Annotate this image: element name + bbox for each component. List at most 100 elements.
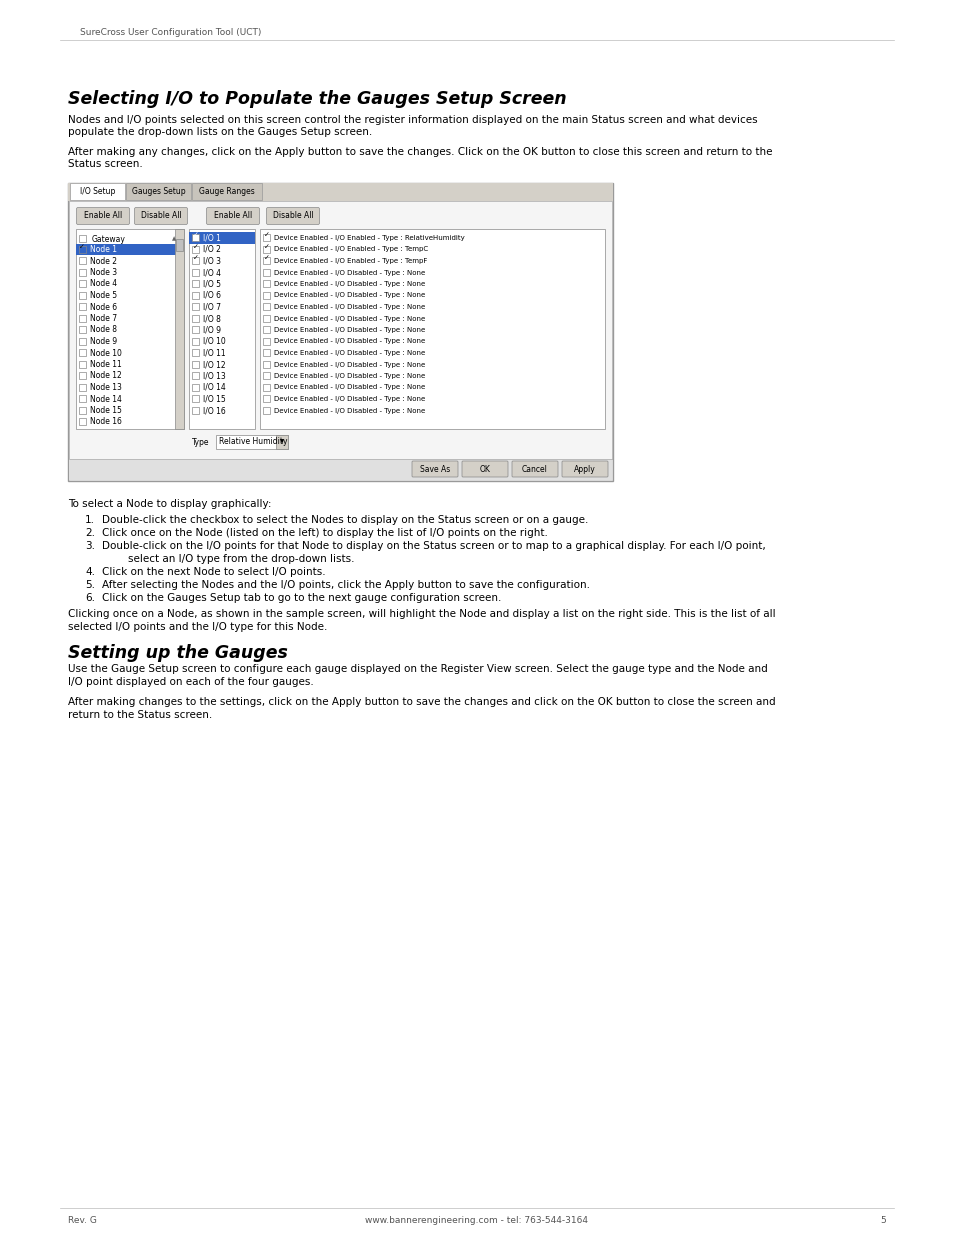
Bar (263, 337, 270, 345)
Bar (263, 326, 270, 333)
Text: Click on the next Node to select I/O points.: Click on the next Node to select I/O poi… (102, 567, 325, 577)
Text: ✓: ✓ (193, 254, 198, 261)
Bar (192, 350, 199, 356)
Text: I/O 7: I/O 7 (203, 303, 221, 311)
Bar (263, 257, 270, 264)
FancyBboxPatch shape (266, 207, 319, 225)
Text: Node 10: Node 10 (90, 348, 122, 357)
FancyBboxPatch shape (206, 207, 259, 225)
Text: Node 11: Node 11 (90, 359, 122, 369)
Text: Relative Humidity: Relative Humidity (219, 437, 287, 446)
Bar (192, 268, 199, 275)
Text: I/O 14: I/O 14 (203, 383, 226, 391)
Bar (192, 337, 199, 345)
Bar (192, 291, 199, 299)
Text: Click on the Gauges Setup tab to go to the next gauge configuration screen.: Click on the Gauges Setup tab to go to t… (102, 593, 501, 603)
Bar (263, 303, 270, 310)
Bar (192, 326, 199, 333)
Text: I/O 4: I/O 4 (203, 268, 221, 277)
Text: Node 7: Node 7 (90, 314, 117, 324)
Text: Device Enabled - I/O Disabled - Type : None: Device Enabled - I/O Disabled - Type : N… (274, 338, 425, 345)
Text: Setting up the Gauges: Setting up the Gauges (68, 643, 288, 662)
Bar (174, 228, 184, 429)
Bar (79, 372, 86, 379)
Text: selected I/O points and the I/O type for this Node.: selected I/O points and the I/O type for… (68, 622, 327, 632)
Text: Device Enabled - I/O Disabled - Type : None: Device Enabled - I/O Disabled - Type : N… (274, 362, 425, 368)
Text: ▲: ▲ (172, 236, 176, 242)
Bar (79, 257, 86, 264)
Text: 6.: 6. (85, 593, 95, 603)
FancyBboxPatch shape (461, 461, 507, 477)
Text: Device Enabled - I/O Enabled - Type : TempF: Device Enabled - I/O Enabled - Type : Te… (274, 258, 427, 264)
Text: Gateway: Gateway (91, 235, 126, 243)
Bar (69, 201, 612, 459)
Bar (79, 350, 86, 356)
Bar (192, 280, 199, 287)
Text: ✓: ✓ (79, 243, 85, 249)
Bar (79, 246, 86, 252)
Text: populate the drop-down lists on the Gauges Setup screen.: populate the drop-down lists on the Gaug… (68, 127, 372, 137)
Text: Double-click the checkbox to select the Nodes to display on the Status screen or: Double-click the checkbox to select the … (102, 515, 588, 525)
Text: I/O Setup: I/O Setup (80, 188, 115, 196)
Text: After selecting the Nodes and the I/O points, click the Apply button to save the: After selecting the Nodes and the I/O po… (102, 580, 589, 590)
Text: Node 5: Node 5 (90, 291, 117, 300)
Bar (263, 315, 270, 321)
Bar (79, 326, 86, 333)
Text: Disable All: Disable All (140, 211, 181, 221)
Text: return to the Status screen.: return to the Status screen. (68, 710, 212, 720)
Bar (192, 233, 199, 241)
Text: Device Enabled - I/O Disabled - Type : None: Device Enabled - I/O Disabled - Type : N… (274, 304, 425, 310)
Text: I/O 2: I/O 2 (203, 245, 221, 254)
Text: Node 14: Node 14 (90, 394, 122, 404)
Text: ✓: ✓ (263, 254, 269, 261)
Bar (263, 246, 270, 252)
Bar (79, 235, 86, 242)
Text: Device Enabled - I/O Enabled - Type : RelativeHumidity: Device Enabled - I/O Enabled - Type : Re… (274, 235, 464, 241)
Bar (79, 280, 86, 287)
Text: Apply: Apply (574, 464, 596, 473)
Text: Status screen.: Status screen. (68, 159, 143, 169)
Text: Click once on the Node (listed on the left) to display the list of I/O points on: Click once on the Node (listed on the le… (102, 529, 547, 538)
Text: Type: Type (192, 438, 210, 447)
Text: I/O 15: I/O 15 (203, 394, 226, 404)
Text: I/O 5: I/O 5 (203, 279, 221, 289)
Bar (79, 268, 86, 275)
Bar (275, 435, 288, 448)
Text: Selecting I/O to Populate the Gauges Setup Screen: Selecting I/O to Populate the Gauges Set… (68, 90, 566, 107)
Text: 1.: 1. (85, 515, 95, 525)
Text: I/O 11: I/O 11 (203, 348, 226, 357)
Bar (70, 183, 125, 200)
Text: www.bannerengineering.com - tel: 763-544-3164: www.bannerengineering.com - tel: 763-544… (365, 1216, 588, 1225)
Bar (79, 303, 86, 310)
Bar (192, 183, 262, 200)
Bar (68, 183, 613, 201)
Bar (263, 361, 270, 368)
Text: Use the Gauge Setup screen to configure each gauge displayed on the Register Vie: Use the Gauge Setup screen to configure … (68, 664, 767, 674)
Text: After making changes to the settings, click on the Apply button to save the chan: After making changes to the settings, cl… (68, 697, 775, 706)
Text: Device Enabled - I/O Disabled - Type : None: Device Enabled - I/O Disabled - Type : N… (274, 282, 425, 287)
Text: 4.: 4. (85, 567, 95, 577)
Bar (76, 228, 184, 429)
Bar (263, 268, 270, 275)
Bar (263, 233, 270, 241)
Text: ✓: ✓ (193, 232, 198, 238)
Text: Enable All: Enable All (213, 211, 252, 221)
Text: ✓: ✓ (263, 232, 269, 238)
Bar (263, 350, 270, 356)
Text: I/O point displayed on each of the four gauges.: I/O point displayed on each of the four … (68, 677, 314, 687)
Bar (79, 406, 86, 414)
Text: Node 1: Node 1 (90, 245, 117, 254)
Text: After making any changes, click on the Apply button to save the changes. Click o: After making any changes, click on the A… (68, 147, 772, 157)
Text: Disable All: Disable All (273, 211, 313, 221)
Bar (192, 372, 199, 379)
Bar (79, 417, 86, 425)
Bar (263, 372, 270, 379)
Text: OK: OK (479, 464, 490, 473)
Text: Node 15: Node 15 (90, 406, 122, 415)
Bar (263, 280, 270, 287)
Bar (263, 406, 270, 414)
Text: Device Enabled - I/O Disabled - Type : None: Device Enabled - I/O Disabled - Type : N… (274, 327, 425, 333)
Text: I/O 13: I/O 13 (203, 372, 226, 380)
Text: Device Enabled - I/O Disabled - Type : None: Device Enabled - I/O Disabled - Type : N… (274, 384, 425, 390)
Bar (79, 384, 86, 390)
